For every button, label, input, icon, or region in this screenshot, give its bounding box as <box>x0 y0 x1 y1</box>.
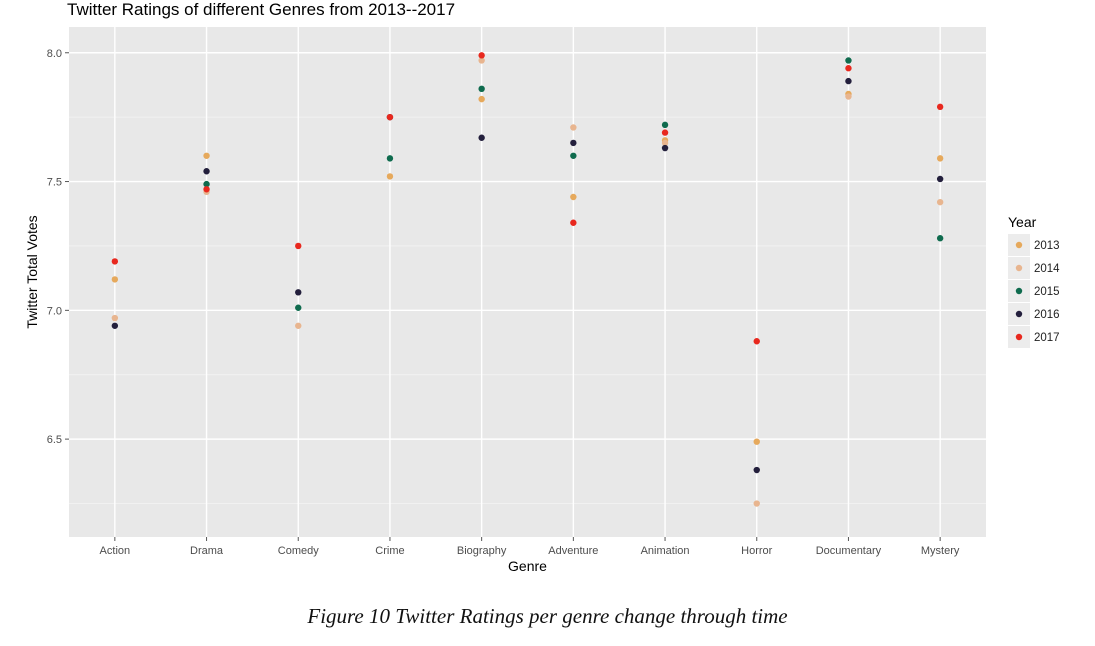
point-2014-mystery <box>936 198 944 206</box>
point-2013-adventure <box>570 193 577 201</box>
point-2017-drama <box>203 186 210 193</box>
point-2017-biography <box>478 52 485 59</box>
point-2016-horror <box>753 466 760 474</box>
x-tick-label-action: Action <box>100 545 131 557</box>
legend-label-2016: 2016 <box>1034 309 1060 321</box>
legend-marker-2016 <box>1015 310 1023 318</box>
legend-marker-2017 <box>1015 333 1023 341</box>
point-2015-crime <box>386 155 394 162</box>
y-tick-label: 8.0 <box>47 48 62 60</box>
point-2017-mystery <box>936 103 944 111</box>
x-tick-label-comedy: Comedy <box>278 545 319 557</box>
point-2016-comedy <box>295 289 302 296</box>
y-tick-label: 6.5 <box>47 434 62 446</box>
x-tick-label-documentary: Documentary <box>816 545 882 557</box>
point-2016-adventure <box>570 139 577 147</box>
legend-label-2014: 2014 <box>1034 263 1060 275</box>
point-2014-adventure <box>570 124 577 131</box>
x-tick-label-adventure: Adventure <box>548 545 598 557</box>
legend-title: Year <box>1008 214 1037 230</box>
point-2014-animation <box>661 139 669 147</box>
point-2016-biography <box>478 134 485 141</box>
point-2013-mystery <box>936 155 944 162</box>
legend-label-2013: 2013 <box>1034 240 1060 252</box>
legend: Year 2013 2014 2015 2016 2017 <box>1008 214 1060 348</box>
y-tick-label: 7.5 <box>47 177 62 189</box>
point-2013-biography <box>478 95 485 103</box>
point-2016-mystery <box>936 175 944 183</box>
point-2013-action <box>111 276 119 283</box>
point-2017-documentary <box>845 65 852 72</box>
point-2017-adventure <box>570 219 577 226</box>
legend-label-2017: 2017 <box>1034 332 1060 344</box>
point-2015-comedy <box>295 304 302 311</box>
point-2017-crime <box>386 113 394 121</box>
point-2014-comedy <box>295 322 302 329</box>
point-2016-documentary <box>845 77 852 85</box>
figure-caption: Figure 10 Twitter Ratings per genre chan… <box>307 604 788 628</box>
point-2014-documentary <box>845 93 852 100</box>
point-2015-drama <box>203 180 210 188</box>
plot-panel <box>69 27 986 537</box>
legend-label-2015: 2015 <box>1034 286 1060 298</box>
point-2014-biography <box>478 57 485 64</box>
x-tick-label-horror: Horror <box>741 545 773 557</box>
point-2015-mystery <box>936 235 944 242</box>
legend-marker-2014 <box>1015 264 1023 272</box>
gridlines <box>69 27 986 537</box>
legend-marker-2015 <box>1015 287 1023 295</box>
point-2017-horror <box>753 338 760 345</box>
point-2015-animation <box>661 121 669 129</box>
y-axis-title: Twitter Total Votes <box>24 215 40 328</box>
x-tick-label-biography: Biography <box>457 545 507 557</box>
x-axis-title: Genre <box>508 558 547 574</box>
axes: 6.5 7.0 7.5 8.0 Action Drama Comedy Crime Biogra… <box>47 48 960 557</box>
point-2014-horror <box>753 500 760 507</box>
point-2013-crime <box>386 173 394 180</box>
x-tick-label-crime: Crime <box>375 545 404 557</box>
point-2016-action <box>111 322 119 329</box>
y-tick-label: 7.0 <box>47 305 62 317</box>
chart-title: Twitter Ratings of different Genres from… <box>67 0 455 19</box>
point-2013-drama <box>203 152 210 159</box>
point-2015-biography <box>478 85 485 93</box>
x-tick-label-animation: Animation <box>641 545 690 557</box>
point-2017-animation <box>661 129 669 136</box>
point-2017-action <box>111 258 119 265</box>
point-2015-documentary <box>845 57 852 64</box>
data-points <box>111 52 944 507</box>
point-2016-animation <box>661 144 669 152</box>
legend-marker-2013 <box>1015 241 1023 249</box>
point-2017-comedy <box>295 242 302 250</box>
x-tick-label-drama: Drama <box>190 545 224 557</box>
point-2015-adventure <box>570 152 577 159</box>
point-2016-drama <box>203 168 210 175</box>
x-tick-label-mystery: Mystery <box>921 545 960 557</box>
point-2013-horror <box>753 438 760 445</box>
point-2014-action <box>111 314 119 322</box>
scatter-chart: Twitter Ratings of different Genres from… <box>24 0 1060 574</box>
